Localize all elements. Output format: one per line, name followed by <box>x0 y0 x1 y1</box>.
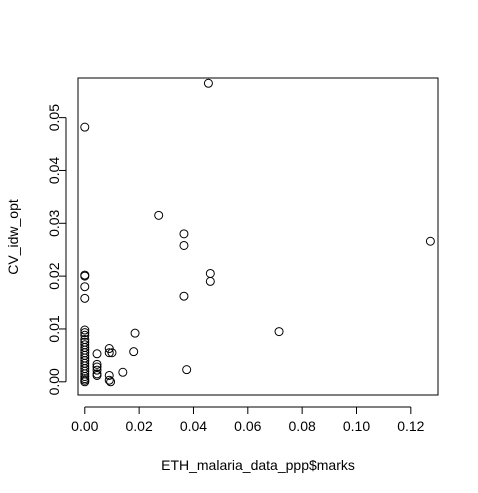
y-tick-label: 0.04 <box>46 157 62 184</box>
data-point <box>425 236 435 246</box>
data-point <box>205 276 215 286</box>
data-point <box>80 330 90 340</box>
data-point <box>154 210 164 220</box>
x-tick-label: 0.10 <box>343 418 370 434</box>
plot-frame <box>77 77 439 396</box>
data-point <box>80 282 90 292</box>
data-point <box>80 328 90 338</box>
data-points <box>80 78 435 387</box>
x-tick-label: 0.06 <box>234 418 261 434</box>
data-point <box>130 328 140 338</box>
x-tick-label: 0.00 <box>71 418 98 434</box>
data-point <box>179 240 189 250</box>
data-point <box>92 349 102 359</box>
x-tick-label: 0.12 <box>397 418 424 434</box>
data-point <box>203 78 213 88</box>
data-point <box>179 229 189 239</box>
data-point <box>92 370 102 380</box>
y-tick-label: 0.00 <box>46 368 62 395</box>
x-tick-label: 0.04 <box>180 418 207 434</box>
data-point <box>104 370 114 380</box>
y-tick-label: 0.02 <box>46 262 62 289</box>
data-point <box>107 348 117 358</box>
data-point <box>118 367 128 377</box>
data-point <box>80 293 90 303</box>
data-point <box>92 359 102 369</box>
data-point <box>274 327 284 337</box>
y-tick-label: 0.01 <box>46 315 62 342</box>
x-tick-label: 0.02 <box>126 418 153 434</box>
data-point <box>80 377 90 387</box>
data-point <box>80 325 90 335</box>
data-point <box>104 348 114 358</box>
data-point <box>80 366 90 376</box>
data-point <box>106 377 116 387</box>
data-point <box>129 347 139 357</box>
x-axis-title: ETH_malaria_data_ppp$marks <box>161 457 355 473</box>
data-point <box>179 291 189 301</box>
y-axis-title: CV_idw_opt <box>5 199 21 275</box>
data-point <box>104 375 114 385</box>
x-tick-label: 0.08 <box>289 418 316 434</box>
data-point <box>80 372 90 382</box>
data-point <box>80 122 90 132</box>
y-tick-label: 0.05 <box>46 104 62 131</box>
data-point <box>182 365 192 375</box>
data-point <box>92 365 102 375</box>
x-axis: 0.00 0.02 0.04 0.06 0.08 0.10 0.12 <box>71 406 425 434</box>
y-axis: 0.00 0.01 0.02 0.03 0.04 0.05 <box>46 104 67 395</box>
y-tick-label: 0.03 <box>46 209 62 236</box>
data-point <box>80 271 90 281</box>
